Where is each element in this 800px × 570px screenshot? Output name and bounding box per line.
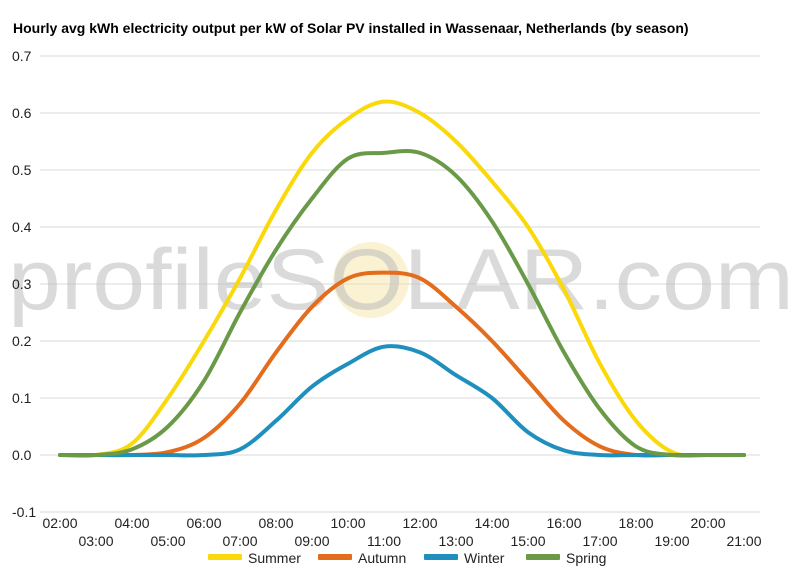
y-axis: 0.7 0.6 0.5 0.4 0.3 0.2 0.1 0.0 -0.1	[12, 48, 36, 520]
x-tick-label: 20:00	[690, 515, 725, 531]
legend-swatch	[424, 554, 458, 560]
watermark-sun-icon	[333, 242, 409, 318]
x-tick-label: 07:00	[222, 533, 257, 549]
legend-label: Autumn	[358, 550, 406, 566]
x-tick-label: 02:00	[42, 515, 77, 531]
x-tick-label: 03:00	[78, 533, 113, 549]
y-tick-label: 0.0	[12, 447, 32, 463]
y-tick-label: -0.1	[12, 504, 36, 520]
y-tick-label: 0.7	[12, 48, 32, 64]
y-tick-label: 0.5	[12, 162, 32, 178]
watermark-text: profileSOLAR.com	[8, 232, 794, 328]
x-tick-label: 17:00	[582, 533, 617, 549]
legend-swatch	[526, 554, 560, 560]
legend-label: Winter	[464, 550, 505, 566]
series	[58, 99, 746, 458]
y-tick-label: 0.3	[12, 276, 32, 292]
x-tick-label: 10:00	[330, 515, 365, 531]
x-tick-label: 05:00	[150, 533, 185, 549]
series-line-summer	[58, 99, 746, 458]
series-line-winter	[58, 344, 746, 458]
legend-swatch	[208, 554, 242, 560]
legend-label: Summer	[248, 550, 301, 566]
y-tick-label: 0.4	[12, 219, 32, 235]
x-tick-label: 04:00	[114, 515, 149, 531]
watermark: profileSOLAR.com	[8, 232, 794, 328]
x-tick-label: 14:00	[474, 515, 509, 531]
x-tick-label: 06:00	[186, 515, 221, 531]
y-tick-label: 0.6	[12, 105, 32, 121]
x-tick-label: 21:00	[726, 533, 761, 549]
x-tick-label: 12:00	[402, 515, 437, 531]
x-tick-label: 11:00	[367, 533, 401, 549]
x-tick-label: 19:00	[654, 533, 689, 549]
x-tick-label: 15:00	[510, 533, 545, 549]
series-line-spring	[58, 148, 746, 458]
y-tick-label: 0.1	[12, 390, 32, 406]
x-tick-label: 09:00	[294, 533, 329, 549]
legend-swatch	[318, 554, 352, 560]
chart-title: Hourly avg kWh electricity output per kW…	[13, 20, 689, 36]
x-tick-label: 13:00	[438, 533, 473, 549]
x-tick-label: 16:00	[546, 515, 581, 531]
legend-label: Spring	[566, 550, 606, 566]
x-tick-label: 18:00	[618, 515, 653, 531]
legend: Summer Autumn Winter Spring	[208, 550, 606, 566]
y-tick-label: 0.2	[12, 333, 32, 349]
x-tick-label: 08:00	[258, 515, 293, 531]
x-axis: 02:00 04:00 06:00 08:00 10:00 12:00 14:00 16:00…	[42, 515, 761, 549]
